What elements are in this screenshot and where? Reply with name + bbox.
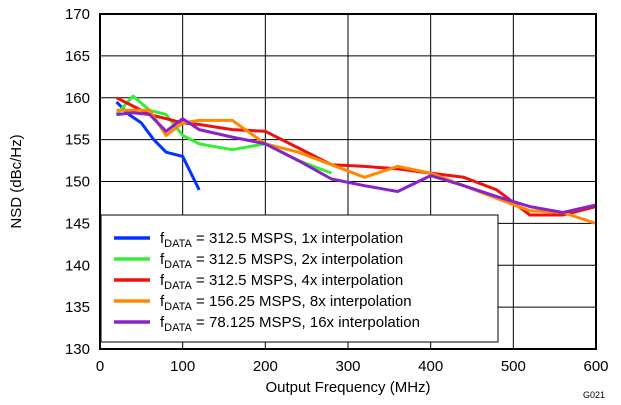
legend-box [100, 214, 499, 343]
legend-entry: fDATA = 78.125 MSPS, 16x interpolation [160, 314, 420, 334]
x-axis-label: Output Frequency (MHz) [265, 379, 430, 396]
x-tick-label: 300 [335, 358, 360, 375]
y-tick-label: 145 [65, 215, 90, 232]
legend-entry: fDATA = 312.5 MSPS, 1x interpolation [160, 230, 403, 250]
x-tick-label: 100 [170, 358, 195, 375]
y-tick-label: 170 [65, 6, 90, 23]
y-tick-label: 155 [65, 132, 90, 149]
legend-entry: fDATA = 312.5 MSPS, 4x interpolation [160, 272, 403, 292]
legend-entry: fDATA = 156.25 MSPS, 8x interpolation [160, 293, 412, 313]
x-tick-label: 500 [501, 358, 526, 375]
legend-entry: fDATA = 312.5 MSPS, 2x interpolation [160, 251, 403, 271]
y-tick-label: 150 [65, 174, 90, 191]
tick-labels: 0 100 200 300 400 500 600 130 135 140 145 150 155 160… [65, 6, 609, 375]
series-line-4 [116, 108, 597, 225]
y-tick-label: 130 [65, 341, 90, 358]
x-tick-label: 200 [253, 358, 278, 375]
plot-frame [99, 13, 597, 350]
series-line-5 [116, 111, 597, 214]
y-tick-label: 165 [65, 48, 90, 65]
y-tick-label: 135 [65, 299, 90, 316]
legend: fDATA = 312.5 MSPS, 1x interpolationfDAT… [100, 214, 499, 343]
x-tick-label: 0 [96, 358, 104, 375]
figure-code: G021 [583, 390, 605, 400]
y-tick-label: 160 [65, 90, 90, 107]
series-layer [115, 94, 597, 225]
y-tick-label: 140 [65, 257, 90, 274]
y-axis-label: NSD (dBc/Hz) [8, 134, 25, 228]
x-tick-label: 400 [418, 358, 443, 375]
x-tick-label: 600 [583, 358, 608, 375]
series-line-3 [115, 96, 597, 217]
